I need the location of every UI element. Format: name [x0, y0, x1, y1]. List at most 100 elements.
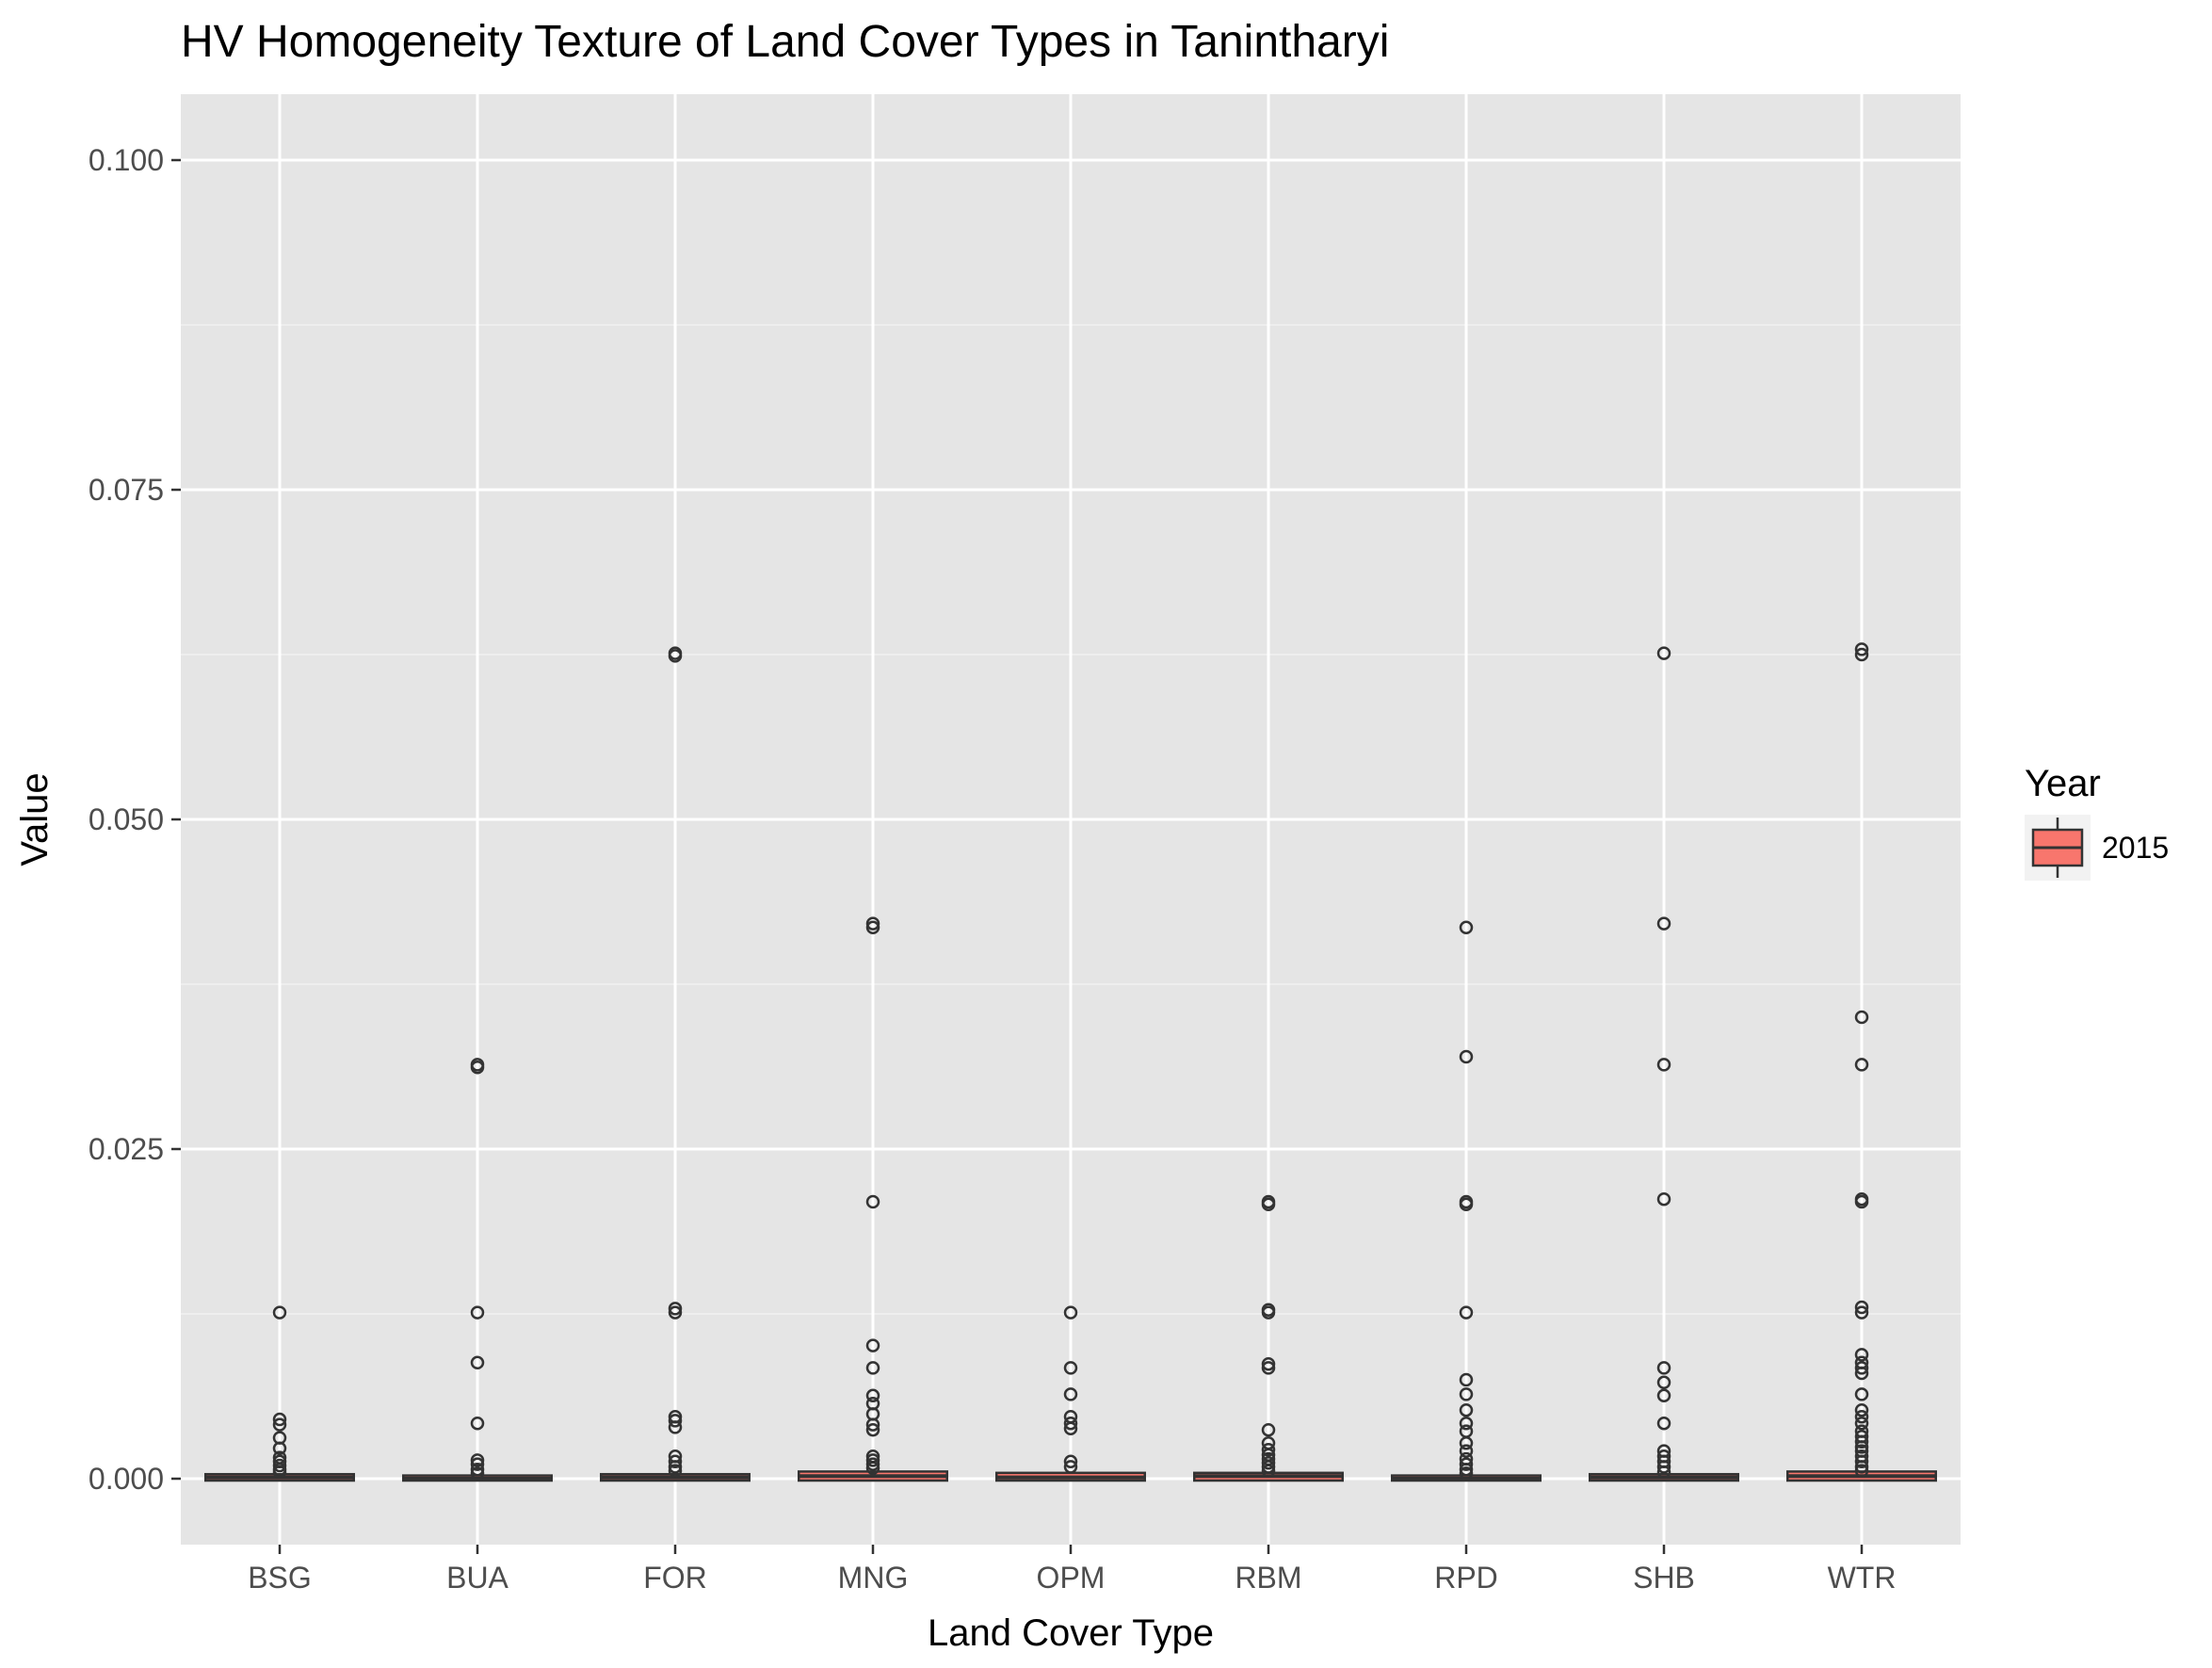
- outlier-point: [1261, 1460, 1276, 1474]
- outlier-point: [272, 1465, 287, 1480]
- outlier-point: [1063, 1305, 1078, 1320]
- outlier-point: [1854, 1416, 1869, 1431]
- outlier-point: [1261, 1442, 1276, 1457]
- outlier-point: [1261, 1464, 1276, 1478]
- outlier-point: [1261, 1305, 1276, 1320]
- outlier-point: [1854, 1402, 1869, 1417]
- outlier-point: [470, 1305, 485, 1320]
- outlier-point: [1656, 1191, 1671, 1206]
- x-axis-title: Land Cover Type: [928, 1612, 1214, 1654]
- box-shb: [1589, 646, 1739, 1482]
- y-tick-label: 0.000: [89, 1462, 164, 1496]
- outlier-point: [1459, 1457, 1474, 1471]
- outlier-point: [470, 1355, 485, 1370]
- outlier-point: [1656, 1416, 1671, 1431]
- outlier-point: [865, 1417, 880, 1432]
- box-rbm: [1193, 1194, 1344, 1482]
- x-tick-label: BSG: [248, 1561, 312, 1595]
- outlier-point: [272, 1417, 287, 1432]
- outlier-point: [1854, 642, 1869, 656]
- box-rpd: [1391, 920, 1542, 1482]
- outlier-point: [1459, 1462, 1474, 1477]
- x-tick-label: MNG: [838, 1561, 909, 1595]
- outlier-point: [470, 1462, 485, 1477]
- y-tick-label: 0.025: [89, 1132, 164, 1166]
- x-tick-label: RPD: [1434, 1561, 1498, 1595]
- outlier-point: [865, 1461, 880, 1476]
- box-bsg: [204, 1305, 355, 1482]
- outlier-point: [1459, 1444, 1474, 1458]
- outlier-point: [1854, 1460, 1869, 1474]
- outlier-point: [470, 1416, 485, 1431]
- outlier-point: [668, 649, 683, 663]
- outlier-point: [470, 1453, 485, 1467]
- outlier-point: [865, 920, 880, 935]
- x-tick-label: OPM: [1037, 1561, 1106, 1595]
- y-tick-label: 0.050: [89, 802, 164, 836]
- outlier-point: [865, 1422, 880, 1437]
- outlier-point: [470, 1466, 485, 1481]
- outlier-point: [272, 1458, 287, 1473]
- outlier-point: [1063, 1416, 1078, 1431]
- x-axis: BSG BUA FOR MNG OPM RBM RPD SHB WTR: [248, 1545, 1896, 1595]
- outlier-point: [1459, 1402, 1474, 1417]
- outlier-point: [1459, 1466, 1474, 1481]
- outlier-point: [1656, 1465, 1671, 1480]
- grid-major: [181, 94, 1961, 1545]
- box-for: [600, 646, 751, 1482]
- outlier-point: [865, 1338, 880, 1352]
- outlier-point: [1656, 916, 1671, 931]
- outlier-point: [865, 1453, 880, 1467]
- y-axis: 0.000 0.025 0.050 0.075 0.100: [89, 143, 181, 1496]
- outlier-point: [1854, 647, 1869, 662]
- legend: Year 2015: [2025, 763, 2169, 881]
- box-bua: [402, 1058, 553, 1482]
- outlier-point: [1261, 1361, 1276, 1375]
- x-tick-label: WTR: [1828, 1561, 1897, 1595]
- outlier-point: [668, 1420, 683, 1434]
- outlier-point: [1854, 1058, 1869, 1072]
- outlier-point: [1459, 1305, 1474, 1320]
- outlier-point: [1854, 1361, 1869, 1375]
- outlier-point: [1656, 1361, 1671, 1375]
- outlier-point: [1656, 1460, 1671, 1474]
- outlier-point: [1063, 1454, 1078, 1469]
- outlier-point: [1854, 1194, 1869, 1209]
- chart-title: HV Homogeneity Texture of Land Cover Typ…: [181, 17, 1389, 67]
- outlier-point: [1854, 1305, 1869, 1320]
- boxes-layer: [204, 642, 1937, 1482]
- outlier-point: [470, 1457, 485, 1471]
- outlier-point: [1063, 1361, 1078, 1375]
- outlier-point: [1459, 1387, 1474, 1401]
- outlier-point: [668, 1454, 683, 1469]
- outlier-point: [865, 1457, 880, 1471]
- outlier-point: [1854, 1387, 1869, 1401]
- outlier-point: [1656, 646, 1671, 660]
- outlier-point: [668, 1464, 683, 1478]
- legend-label-2015: 2015: [2102, 831, 2169, 865]
- outlier-point: [1854, 1464, 1869, 1478]
- outlier-point: [1459, 1435, 1474, 1450]
- y-tick-label: 0.075: [89, 473, 164, 507]
- outlier-point: [1854, 1454, 1869, 1469]
- outlier-point: [1854, 1300, 1869, 1315]
- outlier-point: [668, 1302, 683, 1316]
- outlier-point: [272, 1412, 287, 1427]
- outlier-point: [1854, 1348, 1869, 1362]
- outlier-point: [1656, 1375, 1671, 1390]
- outlier-point: [1656, 1058, 1671, 1072]
- box-wtr: [1786, 642, 1937, 1482]
- outlier-point: [1854, 1440, 1869, 1454]
- outlier-point: [1261, 1455, 1276, 1470]
- outlier-point: [668, 1460, 683, 1474]
- outlier-point: [1459, 1049, 1474, 1064]
- outlier-point: [865, 1194, 880, 1209]
- outlier-point: [1261, 1422, 1276, 1437]
- outlier-point: [865, 916, 880, 931]
- x-tick-label: RBM: [1235, 1561, 1301, 1595]
- box-opm: [995, 1305, 1146, 1482]
- outlier-point: [1459, 1416, 1474, 1431]
- outlier-point: [668, 1305, 683, 1320]
- outlier-point: [865, 1388, 880, 1403]
